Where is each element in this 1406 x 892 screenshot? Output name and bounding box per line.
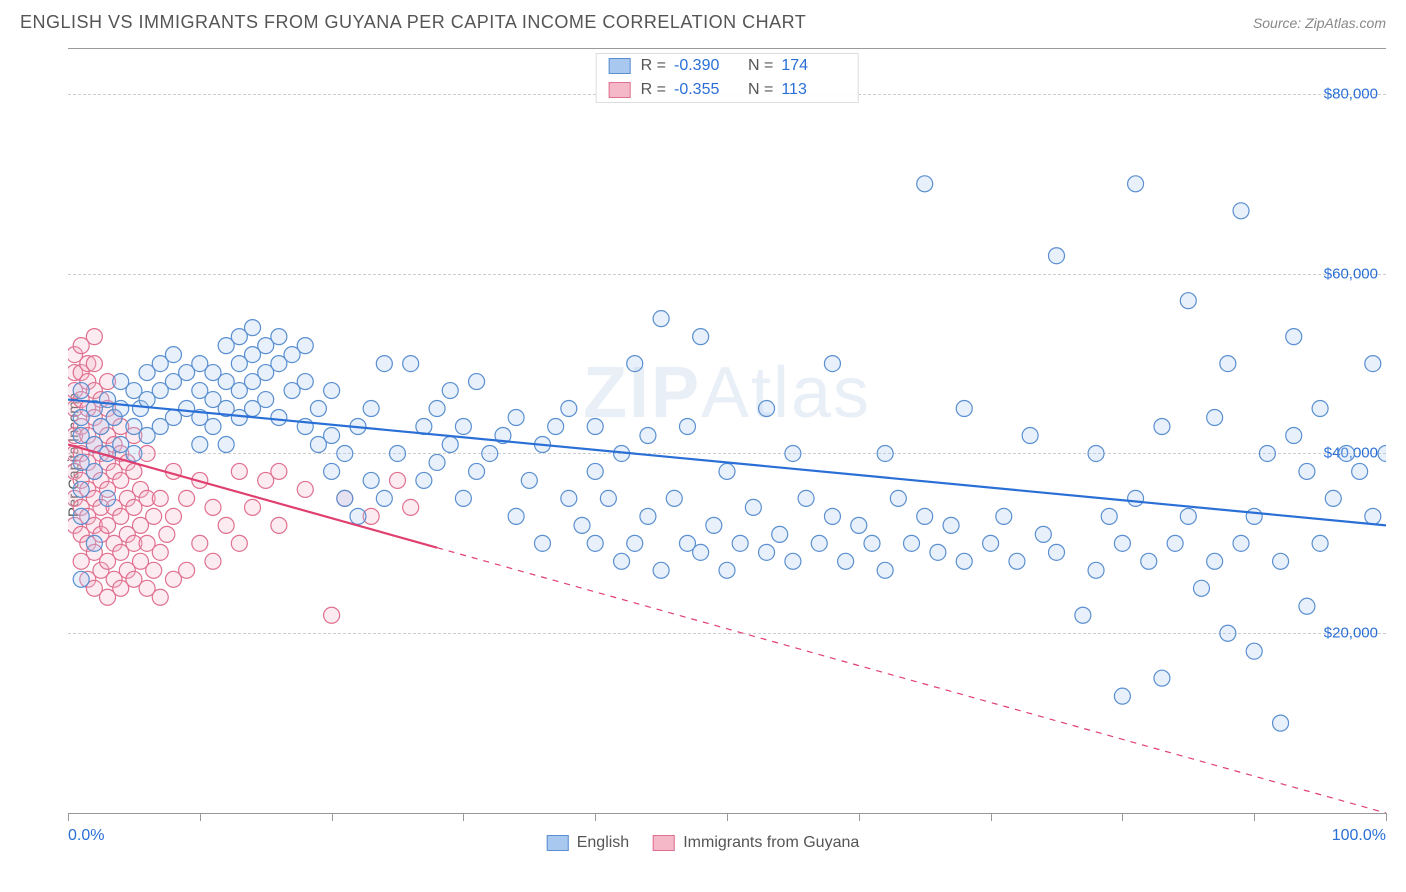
- r-value-guyana: -0.355: [674, 81, 738, 99]
- n-value-english: 174: [781, 57, 845, 75]
- legend-item-english: English: [547, 834, 629, 852]
- swatch-guyana: [609, 82, 631, 98]
- correlation-legend: R = -0.390 N = 174 R = -0.355 N = 113: [596, 53, 859, 103]
- legend-label-english: English: [577, 834, 629, 852]
- legend-item-guyana: Immigrants from Guyana: [653, 834, 859, 852]
- legend-row-guyana: R = -0.355 N = 113: [597, 78, 858, 102]
- legend-swatch-guyana: [653, 835, 675, 851]
- scatter-svg: [68, 49, 1386, 813]
- x-axis-max-label: 100.0%: [1332, 827, 1386, 845]
- plot-area: ZIPAtlas R = -0.390 N = 174 R = -0.355 N…: [68, 48, 1386, 814]
- swatch-english: [609, 58, 631, 74]
- series-legend: English Immigrants from Guyana: [547, 834, 860, 852]
- legend-row-english: R = -0.390 N = 174: [597, 54, 858, 78]
- legend-label-guyana: Immigrants from Guyana: [683, 834, 859, 852]
- legend-swatch-english: [547, 835, 569, 851]
- r-value-english: -0.390: [674, 57, 738, 75]
- chart-container: Per Capita Income ZIPAtlas R = -0.390 N …: [20, 48, 1386, 862]
- chart-title: ENGLISH VS IMMIGRANTS FROM GUYANA PER CA…: [20, 12, 806, 33]
- n-value-guyana: 113: [781, 81, 845, 99]
- x-axis-min-label: 0.0%: [68, 827, 104, 845]
- source-attribution: Source: ZipAtlas.com: [1253, 15, 1386, 31]
